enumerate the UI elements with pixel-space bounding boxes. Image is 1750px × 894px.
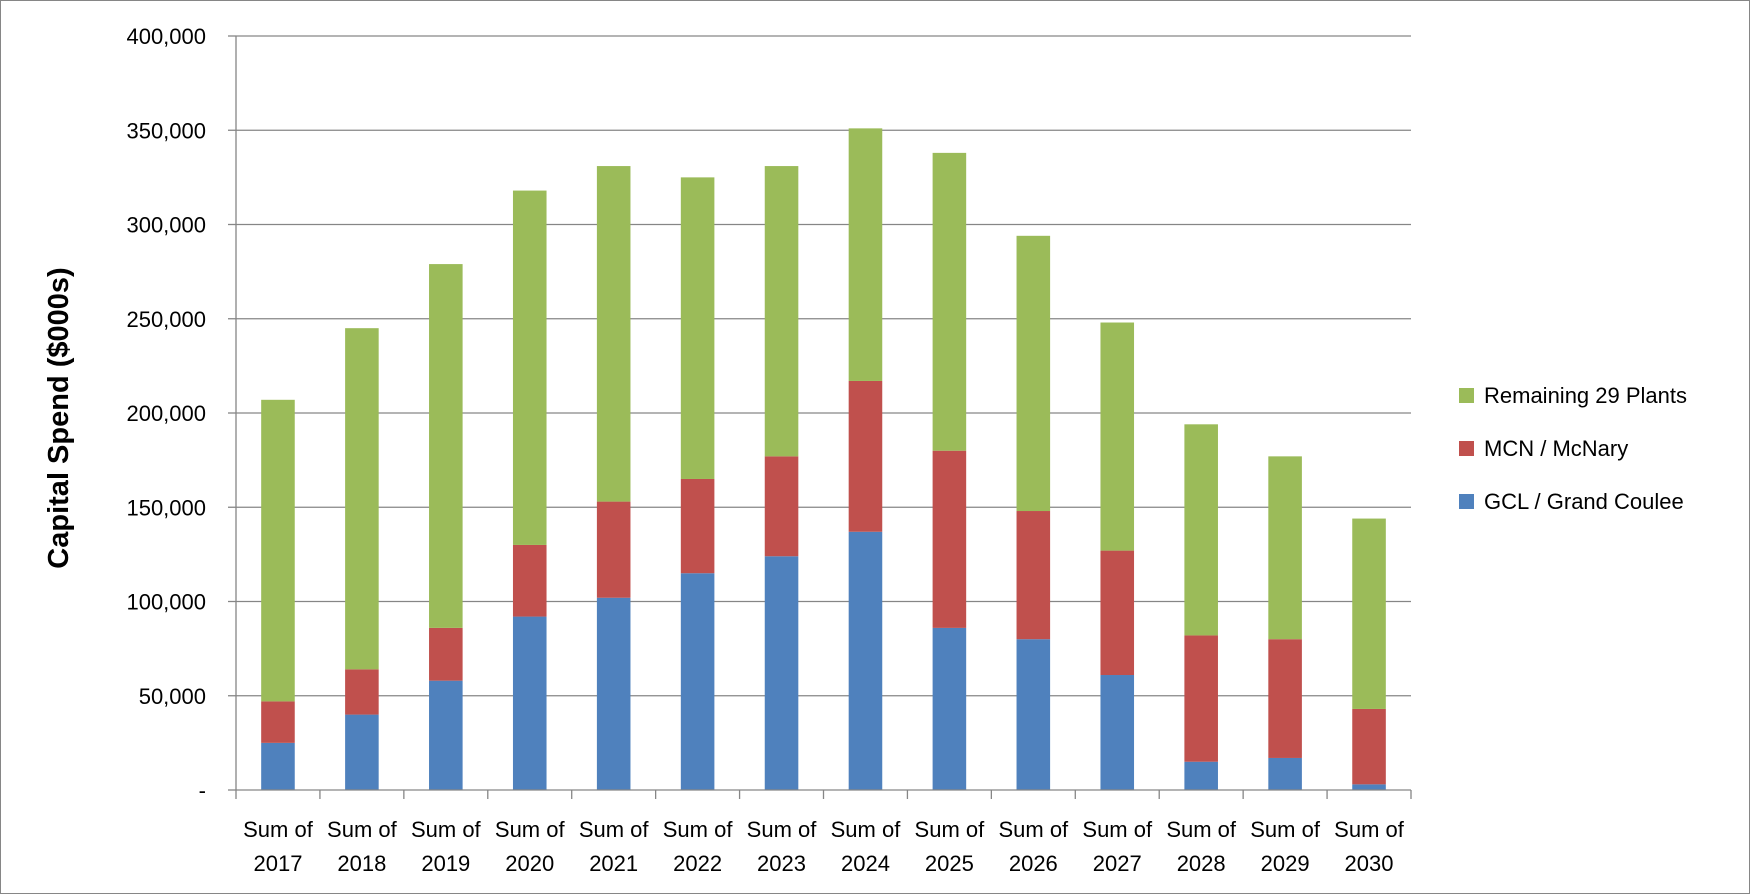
x-tick-label: 2027 [1093, 851, 1142, 876]
x-tick-label: 2017 [253, 851, 302, 876]
x-tick-label: 2026 [1009, 851, 1058, 876]
legend-swatch [1459, 441, 1474, 456]
x-tick-label: 2023 [757, 851, 806, 876]
bar-segment [596, 597, 631, 790]
x-tick-label-prefix: Sum of [243, 817, 314, 842]
bar-segment [1268, 639, 1302, 758]
bar-segment [1100, 550, 1135, 676]
x-tick-label-prefix: Sum of [1082, 817, 1153, 842]
bar-segment [1100, 322, 1135, 551]
axes [235, 36, 1412, 799]
x-tick-label: 2030 [1345, 851, 1394, 876]
y-tick-labels: - 50,000 100,000 150,000 200,000 250,000 300,0… [126, 24, 206, 803]
bar-segment [1352, 708, 1386, 785]
legend-label: GCL / Grand Coulee [1484, 489, 1684, 514]
bar-segment [429, 264, 463, 628]
bar-segment [680, 478, 715, 574]
legend-swatch [1459, 494, 1474, 509]
bar-segment [932, 627, 967, 790]
bar-segment [261, 742, 295, 790]
x-tick-label-prefix: Sum of [411, 817, 482, 842]
y-tick-label: 100,000 [126, 590, 206, 615]
legend-label: MCN / McNary [1484, 436, 1628, 461]
bar-segment [680, 177, 715, 479]
x-tick-label: 2018 [337, 851, 386, 876]
bar-segment [1184, 635, 1218, 762]
bar-segment [1016, 511, 1051, 640]
y-tick-label: 150,000 [126, 495, 206, 520]
bar-segment [680, 573, 715, 790]
bar-segment [1016, 235, 1051, 512]
bar-segment [596, 166, 631, 502]
bar-segment [261, 701, 295, 743]
bar-segment [764, 556, 799, 790]
bar-segment [429, 627, 463, 681]
bar-segment [596, 501, 631, 598]
x-tick-label-prefix: Sum of [1166, 817, 1237, 842]
bar-segment [1100, 675, 1135, 790]
y-tick-label: 300,000 [126, 213, 206, 238]
bar-segment [1184, 424, 1218, 636]
bar-segment [764, 166, 799, 457]
bar-segment [261, 399, 295, 702]
y-axis-title: Capital Spend ($000s) [43, 267, 75, 568]
bar-segment [932, 450, 967, 628]
x-tick-label: 2020 [505, 851, 554, 876]
bar-segment [848, 128, 883, 381]
bar-segment [1016, 639, 1051, 790]
bars [261, 128, 1386, 790]
bar-segment [1268, 757, 1302, 790]
bar-segment [345, 328, 379, 670]
x-tick-label: 2028 [1177, 851, 1226, 876]
legend-swatch [1459, 388, 1474, 403]
x-tick-label-prefix: Sum of [747, 817, 818, 842]
x-tick-label-prefix: Sum of [831, 817, 902, 842]
x-tick-label: 2021 [589, 851, 638, 876]
legend-label: Remaining 29 Plants [1484, 383, 1687, 408]
x-tick-label-prefix: Sum of [1334, 817, 1405, 842]
bar-segment [848, 531, 883, 790]
x-tick-label-prefix: Sum of [998, 817, 1069, 842]
bar-segment [512, 544, 547, 617]
x-tick-labels: Sum of 2017 Sum of 2018 Sum of 2019 Sum of 2020… [243, 817, 1405, 876]
gridlines [228, 35, 1411, 791]
y-tick-label: 350,000 [126, 118, 206, 143]
x-tick-label: 2019 [421, 851, 470, 876]
x-tick-label: 2022 [673, 851, 722, 876]
bar-segment [512, 190, 547, 545]
bar-segment [512, 616, 547, 790]
y-tick-label: 50,000 [139, 684, 206, 709]
bar-segment [764, 456, 799, 557]
y-tick-label: 400,000 [126, 24, 206, 49]
bar-segment [932, 152, 967, 451]
y-tick-label: 250,000 [126, 307, 206, 332]
x-tick-label: 2029 [1261, 851, 1310, 876]
x-tick-label-prefix: Sum of [327, 817, 398, 842]
x-tick-label-prefix: Sum of [663, 817, 734, 842]
x-tick-label-prefix: Sum of [495, 817, 566, 842]
x-tick-label: 2024 [841, 851, 890, 876]
x-tick-label-prefix: Sum of [1250, 817, 1321, 842]
y-tick-label: - [199, 778, 206, 803]
y-tick-label: 200,000 [126, 401, 206, 426]
x-tick-label: 2025 [925, 851, 974, 876]
bar-segment [1352, 518, 1386, 709]
legend: Remaining 29 Plants MCN / McNary GCL / Gra… [1459, 383, 1687, 514]
bar-segment [345, 669, 379, 715]
bar-segment [1352, 784, 1386, 790]
bar-segment [1184, 761, 1218, 790]
bar-segment [345, 714, 379, 790]
bar-segment [848, 380, 883, 532]
x-tick-label-prefix: Sum of [579, 817, 650, 842]
bar-segment [1268, 456, 1302, 640]
x-tick-label-prefix: Sum of [915, 817, 986, 842]
bar-segment [429, 680, 463, 790]
